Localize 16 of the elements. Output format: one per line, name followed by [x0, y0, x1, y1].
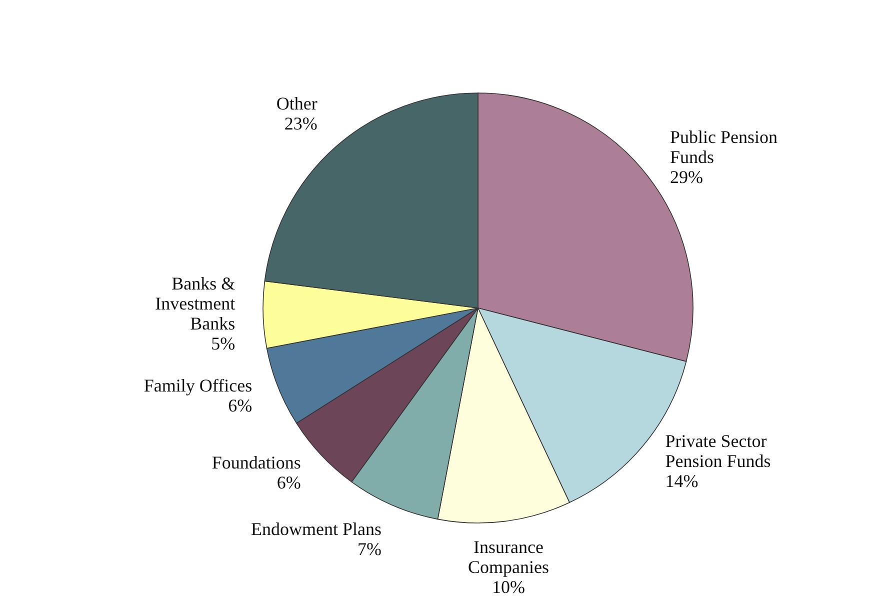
data-label: 6%	[228, 396, 252, 416]
slice-label: Public Pension Funds	[670, 127, 778, 168]
data-label: 23%	[284, 114, 318, 134]
data-label: 10%	[492, 577, 525, 598]
data-label: 7%	[357, 539, 382, 560]
data-label: 6%	[276, 472, 301, 492]
slice-label: Private Sector Pension Funds	[665, 431, 771, 472]
slice-label: Insurance Companies	[468, 537, 549, 578]
slice-label: Banks & Investment Banks	[155, 274, 236, 334]
slice-label: Endowment Plans	[250, 519, 382, 540]
slice-label: Foundations	[212, 452, 301, 472]
slice-label: Family Offices	[144, 376, 252, 396]
slice-label: Other	[276, 94, 318, 114]
data-label: 14%	[665, 471, 698, 492]
data-label: 29%	[670, 167, 704, 188]
data-label: 5%	[211, 334, 236, 354]
